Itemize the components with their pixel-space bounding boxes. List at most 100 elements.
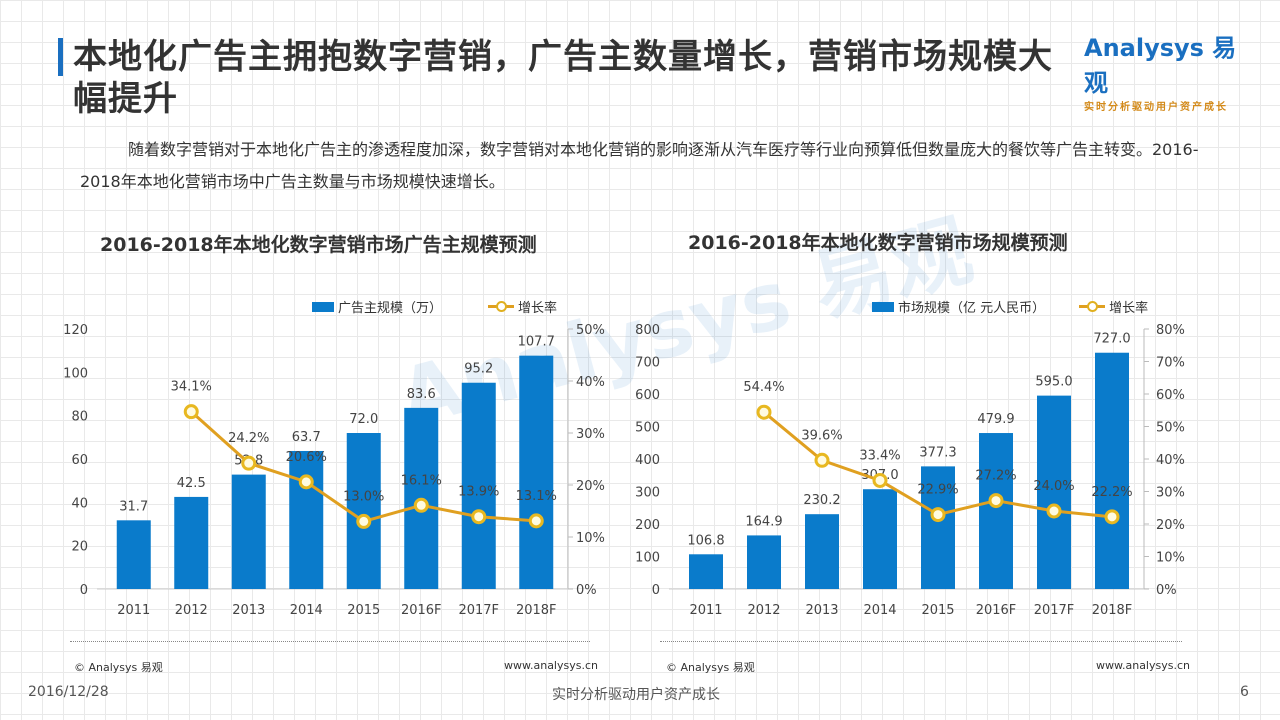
bar — [289, 450, 324, 589]
bar-data-label: 230.2 — [803, 493, 840, 508]
y-tick-label: 800 — [635, 323, 660, 338]
bar — [174, 496, 209, 589]
y-tick-label: 40 — [71, 496, 88, 511]
x-tick-label: 2014 — [863, 603, 896, 618]
growth-rate-point — [930, 507, 946, 523]
chart1-separator — [70, 641, 590, 642]
x-tick-label: 2015 — [921, 603, 954, 618]
growth-rate-label: 27.2% — [975, 469, 1016, 484]
intro-paragraph: 随着数字营销对于本地化广告主的渗透程度加深，数字营销对本地化营销的影响逐渐从汽车… — [80, 140, 1199, 191]
page-title: 本地化广告主拥抱数字营销，广告主数量增长，营销市场规模大幅提升 — [73, 37, 1053, 119]
y-tick-label: 120 — [63, 323, 88, 338]
legend-bar-label: 广告主规模（万） — [338, 301, 443, 316]
y2-tick-label: 0% — [1156, 583, 1177, 598]
bar-data-label: 377.3 — [919, 445, 956, 460]
bar — [747, 535, 781, 589]
footer-page-number: 6 — [1240, 684, 1249, 700]
chart2-credit: © Analysys 易观 — [666, 661, 755, 674]
bar-data-label: 83.6 — [407, 387, 436, 402]
growth-rate-point — [356, 513, 372, 529]
y-tick-label: 100 — [635, 551, 660, 566]
y-tick-label: 80 — [71, 410, 88, 425]
growth-rate-label: 22.9% — [917, 483, 958, 498]
growth-rate-label: 13.0% — [343, 489, 384, 504]
growth-rate-label: 13.1% — [516, 489, 557, 504]
growth-rate-point — [1104, 509, 1120, 525]
bar — [1037, 395, 1071, 589]
title-accent-bar — [58, 38, 63, 76]
y-tick-label: 300 — [635, 486, 660, 501]
bar — [805, 514, 839, 589]
footer-slogan: 实时分析驱动用户资产成长 — [552, 687, 720, 703]
y2-tick-label: 40% — [1156, 453, 1185, 468]
growth-rate-point — [241, 455, 257, 471]
chart2-legend: 市场规模（亿 元人民币） 增长率 — [872, 297, 1148, 316]
growth-rate-label: 33.4% — [859, 448, 900, 463]
bar — [116, 520, 151, 589]
y2-tick-label: 20% — [1156, 518, 1185, 533]
y-tick-label: 0 — [80, 583, 88, 598]
legend-bar-label: 市场规模（亿 元人民币） — [898, 301, 1046, 316]
growth-rate-label: 34.1% — [171, 380, 212, 395]
y-tick-label: 700 — [635, 356, 660, 371]
bar — [461, 382, 496, 589]
chart1-url: www.analysys.cn — [504, 659, 598, 672]
x-tick-label: 2018F — [516, 603, 557, 618]
growth-rate-point — [1046, 503, 1062, 519]
growth-rate-point — [298, 474, 314, 490]
legend-line-swatch — [488, 301, 515, 312]
growth-rate-point — [528, 513, 544, 529]
footer-date: 2016/12/28 — [28, 684, 109, 700]
bar-data-label: 63.7 — [292, 430, 321, 445]
growth-rate-label: 20.6% — [286, 450, 327, 465]
y2-tick-label: 80% — [1156, 323, 1185, 338]
y-tick-label: 200 — [635, 518, 660, 533]
growth-rate-label: 22.2% — [1091, 485, 1132, 500]
growth-rate-label: 24.2% — [228, 431, 269, 446]
bar — [863, 489, 897, 589]
logo-tagline: 实时分析驱动用户资产成长 — [1084, 102, 1228, 113]
y2-tick-label: 10% — [1156, 551, 1185, 566]
y-tick-label: 0 — [652, 583, 660, 598]
bar — [979, 433, 1013, 589]
bar — [346, 433, 381, 589]
logo-name: Analysys 易观 — [1084, 34, 1237, 97]
chart1-credit: © Analysys 易观 — [74, 661, 163, 674]
growth-rate-point — [413, 497, 429, 513]
growth-rate-point — [872, 472, 888, 488]
x-tick-label: 2013 — [232, 603, 265, 618]
y2-tick-label: 20% — [576, 479, 605, 494]
y-tick-label: 60 — [71, 453, 88, 468]
y2-tick-label: 60% — [1156, 388, 1185, 403]
growth-rate-point — [183, 404, 199, 420]
growth-rate-label: 13.9% — [458, 485, 499, 500]
chart2-url: www.analysys.cn — [1096, 659, 1190, 672]
y2-tick-label: 0% — [576, 583, 597, 598]
x-tick-label: 2017F — [458, 603, 499, 618]
bar-data-label: 31.7 — [119, 499, 148, 514]
y-tick-label: 20 — [71, 540, 88, 555]
x-tick-label: 2015 — [347, 603, 380, 618]
y2-tick-label: 30% — [1156, 486, 1185, 501]
y2-tick-label: 50% — [1156, 421, 1185, 436]
bar-data-label: 95.2 — [464, 362, 493, 377]
growth-rate-point — [988, 493, 1004, 509]
y-tick-label: 100 — [63, 366, 88, 381]
y-tick-label: 400 — [635, 453, 660, 468]
chart2-title: 2016-2018年本地化数字营销市场规模预测 — [688, 232, 1068, 254]
y-tick-label: 600 — [635, 388, 660, 403]
legend-line-label: 增长率 — [518, 301, 558, 316]
bar — [1095, 352, 1129, 589]
bar-data-label: 107.7 — [518, 335, 555, 350]
bar-data-label: 106.8 — [687, 533, 724, 548]
growth-rate-point — [471, 509, 487, 525]
legend-line-swatch — [1079, 301, 1106, 312]
growth-rate-label: 16.1% — [401, 473, 442, 488]
y-tick-label: 500 — [635, 421, 660, 436]
legend-bar-swatch — [312, 301, 334, 312]
x-tick-label: 2014 — [290, 603, 323, 618]
y2-tick-label: 40% — [576, 375, 605, 390]
y2-tick-label: 70% — [1156, 356, 1185, 371]
